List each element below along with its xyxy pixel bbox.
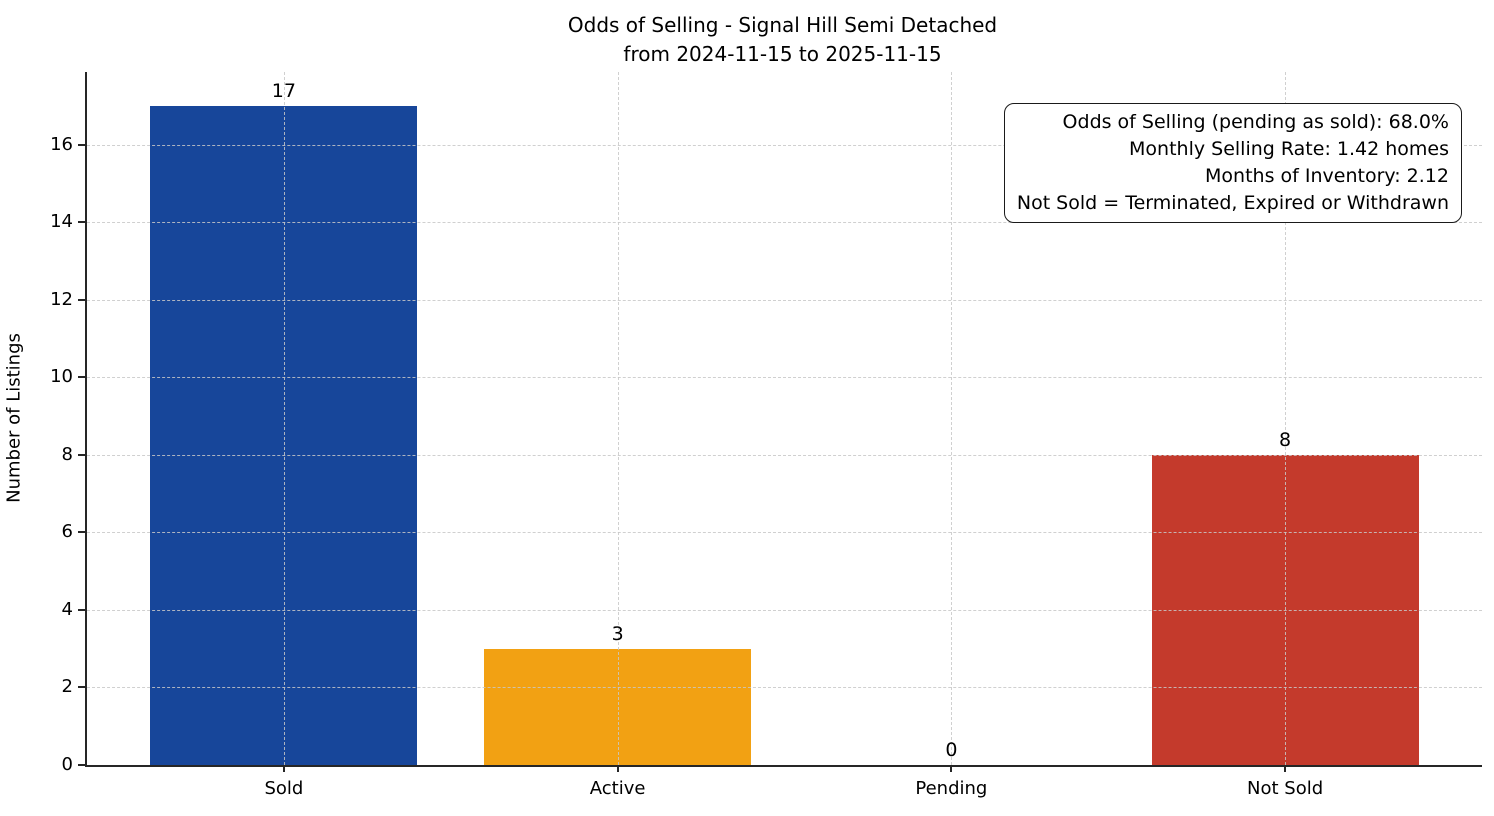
bar-value-label-pending: 0 [945,739,958,761]
y-tick-mark [78,608,85,611]
x-tick-label-sold: Sold [264,778,304,799]
y-tick-mark [78,143,85,146]
y-tick-label: 14 [50,211,73,233]
x-tick-label-pending: Pending [915,778,988,799]
bar-value-label-not-sold: 8 [1279,428,1292,451]
y-tick-label: 6 [61,521,73,543]
y-tick-mark [78,298,85,301]
y-tick-label: 2 [61,676,73,698]
x-tick-mark [950,765,953,772]
x-tick-label-not-sold: Not Sold [1247,778,1324,799]
annotation-not-sold-definition: Not Sold = Terminated, Expired or Withdr… [1016,192,1449,214]
y-tick-mark [78,764,85,766]
y-tick-label: 8 [61,443,73,465]
bar-value-label-sold: 17 [271,80,296,103]
y-tick-label: 0 [61,754,73,775]
x-tick-mark [282,765,285,772]
x-tick-label-active: Active [589,778,646,799]
y-axis-label: Number of Listings [3,333,25,503]
x-tick-mark [616,765,619,772]
y-tick-mark [78,376,85,379]
y-tick-label: 16 [50,133,73,155]
annotation-months-of-inventory: Months of Inventory: 2.12 [1205,165,1449,187]
y-tick-label: 12 [50,288,73,310]
x-tick-mark [1284,765,1287,772]
stats-annotation-box: Odds of Selling (pending as sold): 68.0%… [1003,103,1462,223]
chart-title: Odds of Selling - Signal Hill Semi Detac… [85,11,1480,69]
y-tick-mark [78,221,85,224]
y-tick-label: 4 [61,598,73,620]
chart-title-line1: Odds of Selling - Signal Hill Semi Detac… [567,13,998,37]
y-tick-mark [78,453,85,456]
y-tick-mark [78,531,85,534]
bar-value-label-active: 3 [611,622,624,645]
bar-sold [150,106,418,765]
plot-area: Odds of Selling (pending as sold): 68.0%… [50,72,1482,799]
bar-not-sold [1151,454,1419,765]
bar-active [484,648,752,765]
annotation-odds-of-selling: Odds of Selling (pending as sold): 68.0% [1062,111,1449,133]
annotation-monthly-selling-rate: Monthly Selling Rate: 1.42 homes [1129,138,1449,160]
y-tick-mark [78,686,85,689]
x-gridline [951,72,953,765]
y-tick-label: 10 [50,366,73,388]
chart-title-line2: from 2024-11-15 to 2025-11-15 [623,42,942,66]
